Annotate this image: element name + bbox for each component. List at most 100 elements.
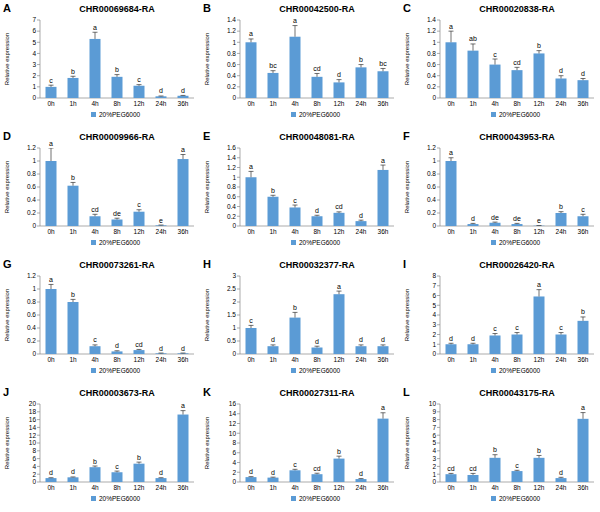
- error-cap: [115, 74, 120, 75]
- x-tick-label: 36h: [178, 228, 189, 235]
- y-tick: [437, 200, 440, 201]
- x-tick-label: 36h: [378, 356, 389, 363]
- legend-swatch: [91, 112, 96, 117]
- error-cap: [71, 182, 76, 183]
- error-bar: [181, 155, 186, 160]
- y-tick: [237, 289, 240, 290]
- x-tick-label: 36h: [378, 484, 389, 491]
- significance-letter: d: [181, 345, 185, 352]
- x-tick-label: 12h: [334, 484, 345, 491]
- significance-letter: b: [293, 304, 297, 311]
- error-stem: [539, 290, 540, 297]
- y-tick: [37, 174, 40, 175]
- error-bar: [537, 225, 542, 226]
- x-tick-label: 1h: [469, 484, 477, 491]
- error-bar: [115, 350, 120, 352]
- x-tick-label: 24h: [556, 356, 567, 363]
- y-tick-label: 10: [429, 400, 437, 407]
- error-cap: [581, 316, 586, 317]
- error-bar: [337, 80, 342, 83]
- error-stem: [183, 155, 184, 160]
- y-tick-label: 6: [232, 449, 236, 456]
- significance-letter: a: [249, 163, 253, 170]
- y-tick: [37, 98, 40, 99]
- error-cap: [315, 215, 320, 216]
- error-stem: [251, 39, 252, 42]
- y-tick: [437, 443, 440, 444]
- bar: [46, 161, 57, 226]
- error-bar: [71, 182, 76, 185]
- y-tick-label: 0: [232, 350, 236, 357]
- y-tick-label: 1: [32, 157, 36, 164]
- error-stem: [583, 317, 584, 321]
- error-cap: [359, 64, 364, 65]
- significance-letter: c: [137, 76, 141, 83]
- error-cap: [515, 332, 520, 333]
- significance-letter: bc: [379, 60, 387, 67]
- y-tick-label: 0: [432, 350, 436, 357]
- y-tick: [37, 200, 40, 201]
- y-tick: [37, 419, 40, 420]
- figure: ACHR00069684-RARelative expression012345…: [0, 0, 600, 512]
- error-cap: [381, 68, 386, 69]
- x-tick-label: 4h: [91, 100, 99, 107]
- error-cap: [581, 214, 586, 215]
- error-bar: [493, 59, 498, 65]
- marks: [446, 158, 589, 226]
- bar: [90, 39, 101, 98]
- x-tick-label: 12h: [134, 484, 145, 491]
- bar: [46, 289, 57, 354]
- panel-label: B: [203, 2, 211, 14]
- x-tick-label: 8h: [113, 356, 121, 363]
- error-bar: [449, 158, 454, 161]
- error-cap: [49, 85, 54, 86]
- error-bar: [137, 85, 142, 86]
- error-cap: [159, 477, 164, 478]
- bar: [90, 467, 101, 482]
- y-tick-label: 2: [432, 331, 436, 338]
- y-tick: [437, 404, 440, 405]
- panel: HCHR00032377-RARelative expression00.511…: [203, 258, 394, 374]
- error-bar: [271, 71, 276, 73]
- y-axis: [40, 276, 41, 354]
- error-bar: [581, 79, 586, 81]
- error-cap: [271, 344, 276, 345]
- legend-swatch: [291, 112, 296, 117]
- y-tick-label: 12: [229, 420, 237, 427]
- y-tick-label: 0: [432, 222, 436, 229]
- y-tick: [37, 411, 40, 412]
- x-tick-label: 12h: [134, 228, 145, 235]
- marks: [446, 413, 589, 482]
- bar: [290, 470, 301, 482]
- y-tick: [237, 226, 240, 227]
- y-tick: [437, 411, 440, 412]
- y-tick: [237, 31, 240, 32]
- y-tick-label: 2: [432, 463, 436, 470]
- error-cap: [71, 476, 76, 477]
- y-tick-label: 8: [232, 439, 236, 446]
- error-cap: [115, 471, 120, 472]
- significance-letter: cd: [313, 65, 321, 72]
- y-tick: [237, 413, 240, 414]
- significance-letter: cd: [335, 203, 343, 210]
- y-tick-label: 4: [32, 463, 36, 470]
- title: CHR00026420-RA: [479, 260, 555, 270]
- x-tick-label: 0h: [47, 100, 55, 107]
- error-bar: [315, 215, 320, 217]
- bar: [268, 197, 279, 226]
- y-tick-label: 1: [432, 341, 436, 348]
- marks: [246, 291, 389, 354]
- error-cap: [515, 223, 520, 224]
- y-tick-label: 1.2: [427, 144, 436, 151]
- error-stem: [339, 456, 340, 458]
- error-stem: [295, 312, 296, 317]
- y-tick-label: 0.6: [227, 193, 236, 200]
- panel: KCHR00027311-RARelative expression024681…: [203, 386, 394, 502]
- error-bar: [271, 477, 276, 478]
- x-tick-label: 12h: [134, 356, 145, 363]
- error-bar: [381, 165, 386, 170]
- y-tick-label: 1.2: [427, 27, 436, 34]
- bar: [490, 458, 501, 482]
- error-bar: [515, 470, 520, 472]
- bar: [334, 459, 345, 482]
